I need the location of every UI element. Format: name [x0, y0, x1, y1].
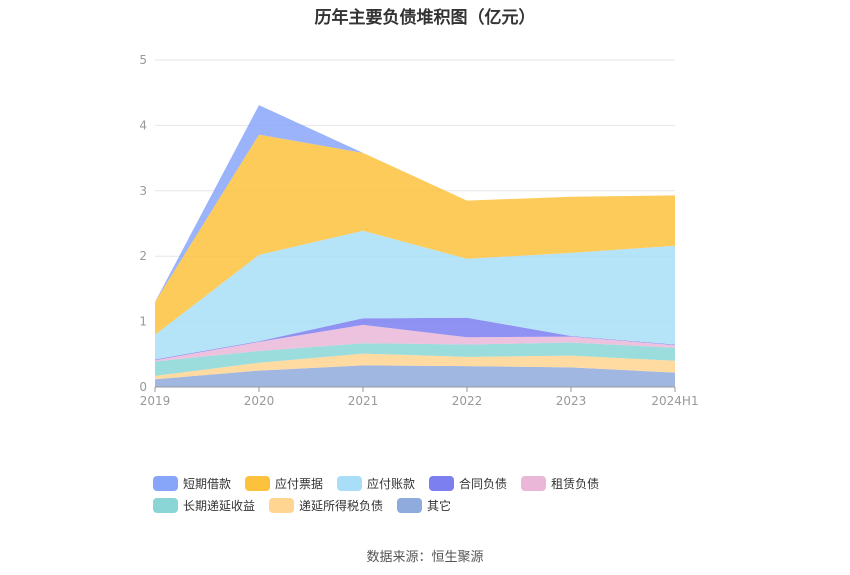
x-tick-label: 2023 — [556, 394, 587, 408]
legend-label: 合同负债 — [459, 476, 508, 491]
area-series-租赁负债 — [155, 324, 675, 362]
legend-item[interactable]: 短期借款 — [153, 472, 231, 494]
legend-label: 其它 — [427, 498, 452, 513]
x-tick-label: 2020 — [244, 394, 275, 408]
legend-item[interactable]: 递延所得税负债 — [269, 494, 383, 516]
legend-label: 长期递延收益 — [183, 498, 256, 513]
legend-swatch — [245, 475, 271, 491]
y-tick-label: 2 — [139, 249, 147, 263]
legend-item[interactable]: 长期递延收益 — [153, 494, 255, 516]
area-series-其它 — [155, 365, 675, 387]
y-tick-label: 5 — [139, 53, 147, 67]
area-series-递延所得税负债 — [155, 353, 675, 380]
legend-swatch — [337, 475, 363, 491]
legend-swatch — [397, 497, 423, 513]
stacked-area-chart: 0 1 2 3 4 5 2019 2020 2021 2022 2023 2024H1 — [139, 53, 698, 408]
legend-item[interactable]: 应付账款 — [337, 472, 415, 494]
legend-label: 短期借款 — [183, 476, 232, 491]
source-note: 数据来源：恒生聚源 — [366, 550, 484, 565]
x-tick-label: 2021 — [348, 394, 379, 408]
legend-swatch — [153, 475, 178, 491]
area-series-长期递延收益 — [155, 342, 675, 376]
legend-swatch — [269, 497, 295, 513]
area-series-应付账款 — [155, 230, 675, 360]
y-tick-label: 1 — [139, 315, 147, 329]
legend-label: 递延所得税负债 — [299, 498, 384, 513]
y-tick-label: 3 — [139, 184, 147, 198]
area-series-合同负债 — [155, 317, 675, 361]
area-series — [155, 105, 675, 387]
legend-label: 租赁负债 — [551, 476, 600, 491]
x-tick-label: 2024H1 — [651, 394, 698, 408]
y-tick-label: 4 — [139, 118, 147, 132]
area-series-应付票据 — [155, 134, 675, 335]
legend-swatch — [521, 475, 547, 491]
legend-item[interactable]: 合同负债 — [429, 472, 507, 494]
legend-swatch — [153, 497, 178, 513]
x-tick-label: 2019 — [140, 394, 171, 408]
legend-item[interactable]: 其它 — [397, 494, 451, 516]
legend-label: 应付票据 — [275, 476, 324, 491]
legend-item[interactable]: 租赁负债 — [521, 472, 599, 494]
legend-item[interactable]: 应付票据 — [245, 472, 323, 494]
x-tick-label: 2022 — [452, 394, 483, 408]
legend: 短期借款 应付票据 应付账款 合同负债 租赁负债长期递延收益 递延所得税负债 其它 — [153, 472, 723, 516]
y-tick-label: 0 — [139, 380, 147, 394]
legend-swatch — [429, 475, 455, 491]
axes: 0 1 2 3 4 5 2019 2020 2021 2022 2023 2024H1 — [139, 53, 698, 408]
legend-label: 应付账款 — [367, 476, 416, 491]
chart-title: 历年主要负债堆积图（亿元） — [314, 8, 536, 28]
